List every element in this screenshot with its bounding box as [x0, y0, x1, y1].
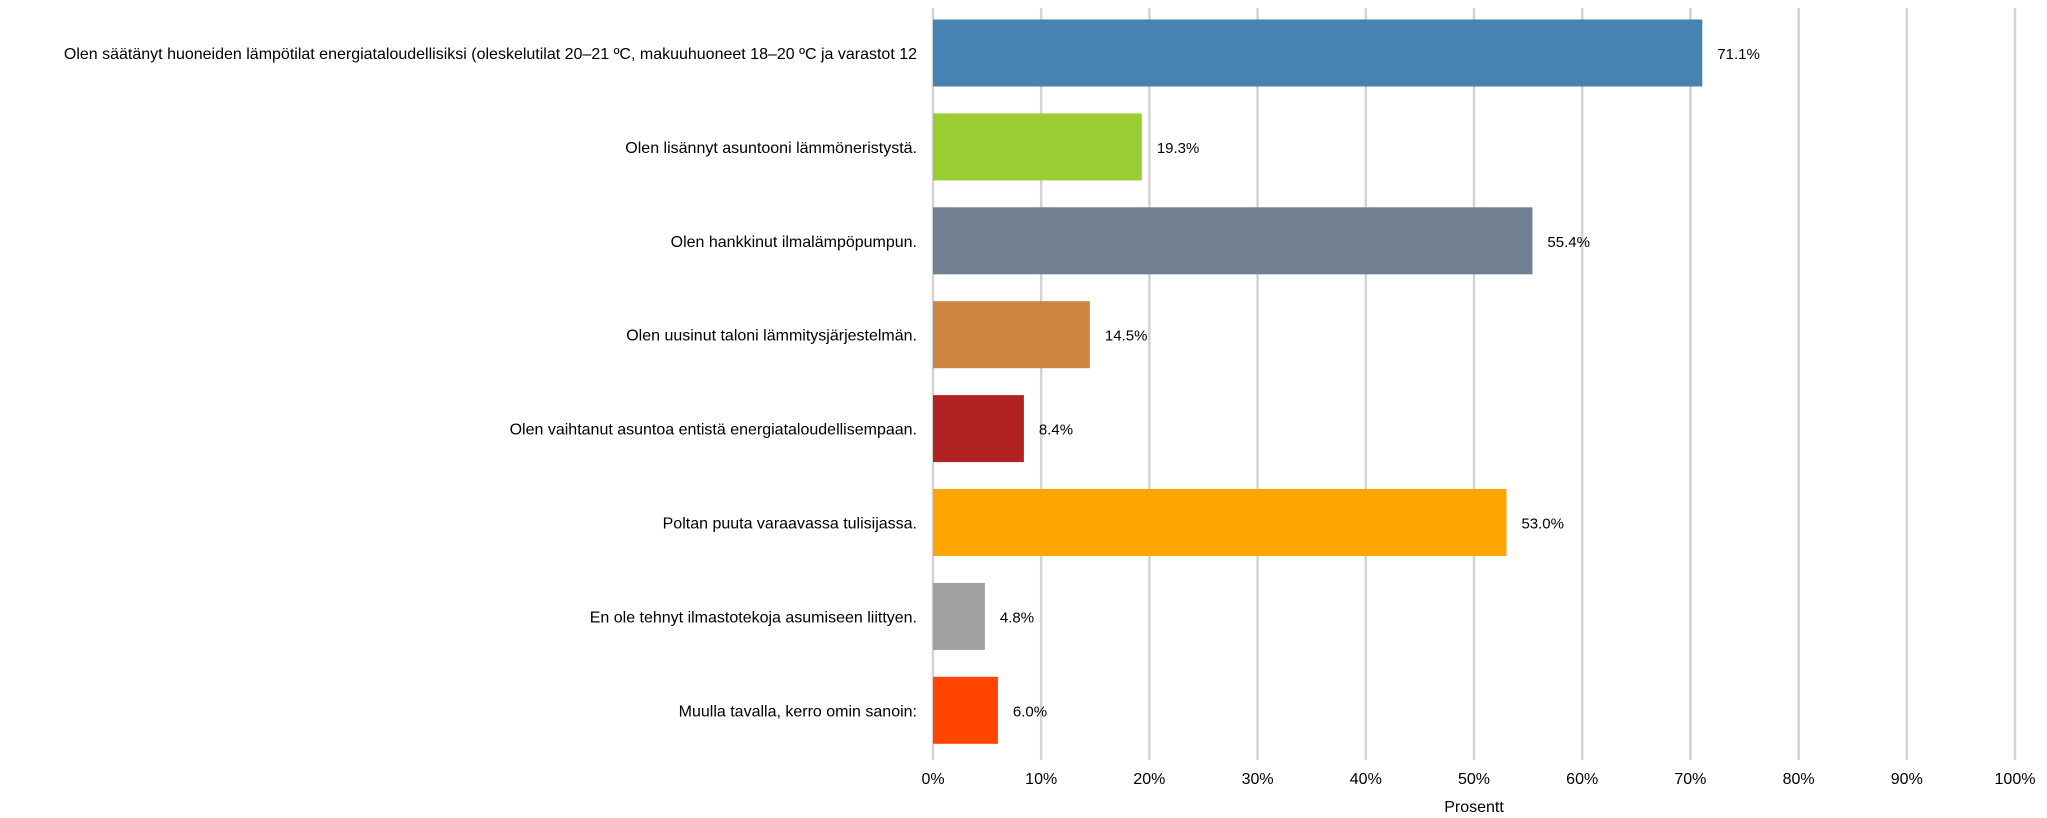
bar	[933, 676, 998, 744]
x-tick-label: 10%	[1025, 771, 1057, 788]
bar-value-label: 6.0%	[1013, 703, 1047, 720]
bar	[933, 113, 1142, 181]
category-label: En ole tehnyt ilmastotekoja asumiseen li…	[590, 609, 917, 626]
x-tick-label: 50%	[1458, 771, 1490, 788]
x-tick-label: 80%	[1783, 771, 1815, 788]
x-tick-label: 0%	[921, 771, 944, 788]
category-label: Olen lisännyt asuntooni lämmöneristystä.	[625, 140, 917, 157]
bar-value-label: 8.4%	[1039, 422, 1073, 439]
bar	[933, 582, 985, 650]
category-label: Olen hankkinut ilmalämpöpumpun.	[671, 234, 917, 251]
category-label: Olen uusinut taloni lämmitysjärjestelmän…	[626, 328, 917, 345]
bar-value-label: 14.5%	[1105, 328, 1148, 345]
bar	[933, 207, 1533, 275]
bar	[933, 395, 1024, 463]
value-labels: 71.1% 19.3% 55.4% 14.5% 8.4% 53.0% 4.8% 6.0%	[1000, 46, 1760, 720]
category-label: Poltan puuta varaavassa tulisijassa.	[663, 516, 917, 533]
bar	[933, 19, 1703, 87]
x-tick-label: 60%	[1566, 771, 1598, 788]
bar-value-label: 53.0%	[1521, 516, 1564, 533]
bar-value-label: 4.8%	[1000, 609, 1034, 626]
bar-value-label: 71.1%	[1717, 46, 1760, 63]
x-tick-label: 70%	[1674, 771, 1706, 788]
category-label: Olen vaihtanut asuntoa entistä energiata…	[510, 422, 917, 439]
category-label: Muulla tavalla, kerro omin sanoin:	[679, 703, 917, 720]
x-tick-label: 100%	[1995, 771, 2036, 788]
category-label: Olen säätänyt huoneiden lämpötilat energ…	[64, 46, 917, 63]
bar-value-label: 19.3%	[1157, 140, 1200, 157]
category-labels: Olen säätänyt huoneiden lämpötilat energ…	[64, 46, 917, 720]
bar-value-label: 55.4%	[1547, 234, 1590, 251]
x-axis-title: Prosentt	[1444, 799, 1504, 816]
x-tick-label: 20%	[1133, 771, 1165, 788]
x-tick-label: 40%	[1350, 771, 1382, 788]
bar	[933, 489, 1507, 556]
x-tick-label: 30%	[1242, 771, 1274, 788]
bars	[933, 19, 1703, 744]
x-tick-labels: 0% 10% 20% 30% 40% 50% 60% 70% 80% 90% 100%	[921, 771, 2035, 788]
x-tick-label: 90%	[1891, 771, 1923, 788]
bar	[933, 301, 1090, 369]
